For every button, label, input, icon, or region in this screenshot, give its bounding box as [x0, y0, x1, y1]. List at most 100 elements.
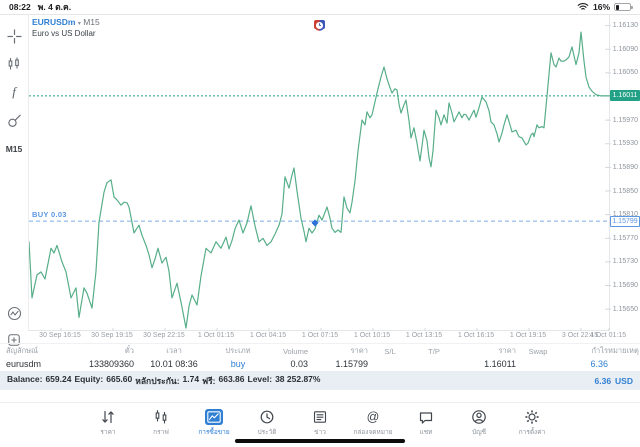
time-axis-label: 1 Oct 04:15 [249, 332, 287, 339]
time-axis-label: 4 Oct 01:15 [589, 332, 627, 339]
add-window-icon[interactable] [0, 329, 28, 351]
price-axis-label: 1.15810 [612, 211, 638, 219]
nav-label-mailbox2: กล่องจดหมาย [353, 429, 393, 436]
price-axis-label: 1.15770 [612, 234, 638, 242]
nav-label-quotes: ราคา [100, 429, 116, 436]
buy-entry-marker[interactable] [311, 219, 319, 227]
margin-level-value: 38 252.87% [275, 373, 321, 384]
price-axis-label: 1.16090 [612, 45, 638, 53]
nav-item-history[interactable]: ประวัติ [245, 408, 289, 437]
col-profit: กำไร [591, 346, 608, 355]
time-axis-label: 1 Oct 19:15 [509, 332, 547, 339]
candlestick-style-icon[interactable] [0, 53, 28, 75]
price-axis-label: 1.15970 [612, 116, 638, 124]
chart-symbol[interactable]: EURUSDm [32, 17, 76, 27]
price-chart-svg[interactable]: BUY 0.03 [29, 15, 611, 331]
crosshair-icon[interactable] [0, 25, 28, 47]
home-indicator[interactable] [235, 438, 405, 443]
price-axis-label: 1.15930 [612, 140, 638, 148]
status-date: พ. 4 ต.ค. [37, 2, 72, 12]
history-clock-icon [259, 408, 275, 425]
nav-label-trade: การซื้อขาย [198, 429, 230, 436]
position-ticket: 133809360 [88, 358, 134, 369]
nav-item-charts[interactable]: กราฟ [139, 408, 183, 437]
chart-timeframe: M15 [83, 17, 100, 27]
time-axis-label: 1 Oct 07:15 [301, 332, 339, 339]
position-price: 1.16011 [484, 358, 516, 369]
status-time: 08:22 [9, 2, 31, 12]
nav-label-accounts: บัญชี [471, 429, 487, 436]
indicators-icon[interactable]: f [12, 84, 16, 99]
battery-percent: 16% [592, 2, 610, 12]
price-axis-label: 1.16050 [612, 69, 638, 77]
chart-candles-icon [153, 408, 169, 425]
position-open-price: 1.15799 [335, 358, 368, 369]
nav-item-mailbox[interactable]: @ กล่องจดหมาย [351, 408, 395, 437]
time-axis-label: 1 Oct 01:15 [197, 332, 235, 339]
chevron-down-icon: ▾ [77, 21, 81, 27]
margin-level-label: Level: [247, 373, 273, 384]
price-axis-label: 1.15730 [612, 258, 638, 266]
svg-text:@: @ [367, 410, 380, 424]
wifi-icon [577, 2, 589, 13]
chart-side-toolbar: f M15 [0, 15, 28, 346]
chat-bubble-icon [418, 408, 434, 425]
nav-label-mailbox: ข่าว [314, 429, 326, 436]
nav-item-chat[interactable]: แชท [404, 408, 448, 437]
nav-item-trade[interactable]: การซื้อขาย [192, 408, 236, 437]
position-symbol: eurusdm [6, 358, 42, 369]
objects-icon[interactable] [0, 109, 28, 131]
col-sl: S/L [384, 346, 396, 356]
nav-label-settings: การตั้งค่า [518, 429, 546, 436]
time-axis-label: 1 Oct 16:15 [457, 332, 495, 339]
nav-item-quotes[interactable]: ราคา [86, 408, 130, 437]
total-profit-currency: USD [615, 375, 633, 386]
price-axis-label: 1.15850 [612, 187, 638, 195]
price-axis-label: 1.16130 [612, 22, 638, 30]
chart-plot-area[interactable]: EURUSDm ▾ M15 Euro vs US Dollar [28, 15, 611, 331]
time-axis-label: 3 Oct 22:15 [561, 332, 599, 339]
price-line-series [29, 31, 611, 329]
buy-position-label: BUY 0.03 [32, 210, 67, 219]
nav-label-charts: กราฟ [153, 429, 169, 436]
price-axis-label: 1.15650 [612, 305, 638, 313]
col-ticket: ตั๋ว [124, 346, 134, 355]
equity-value: 665.60 [106, 373, 133, 384]
col-open-price: ราคา [350, 346, 368, 355]
nav-item-accounts[interactable]: บัญชี [457, 408, 501, 437]
position-row[interactable]: eurusdm 133809360 10.01 08:36 buy 0.03 1… [0, 356, 640, 371]
time-axis-label: 1 Oct 10:15 [353, 332, 391, 339]
nav-item-settings[interactable]: การตั้งค่า [510, 408, 554, 437]
buy-price-box: 1.15799 [610, 215, 640, 227]
col-type: ประเภท [225, 346, 251, 355]
price-axis-label: 1.15890 [612, 163, 638, 171]
calendar-event-markers [314, 20, 342, 31]
col-swap: Swap [528, 346, 548, 356]
time-axis-label: 1 Oct 13:15 [405, 332, 443, 339]
nav-label-chat: แชท [419, 429, 433, 436]
position-profit: 6.36 [590, 358, 608, 369]
col-time: เวลา [166, 346, 182, 355]
account-summary-bar: Balance: 659.24 Equity: 665.60 หลักประกั… [0, 371, 640, 390]
col-symbol: สัญลักษณ์ [6, 346, 39, 355]
time-axis: 30 Sep 16:15 30 Sep 19:15 30 Sep 22:15 1 Oc… [0, 330, 640, 343]
account-person-icon [471, 408, 487, 425]
bottom-nav: ราคา กราฟ [0, 402, 640, 447]
chart-mode-icon[interactable] [0, 302, 28, 324]
chart-description: Euro vs US Dollar [32, 29, 96, 38]
news-icon [312, 408, 328, 425]
battery-icon [614, 3, 633, 11]
quotes-arrows-icon [100, 408, 116, 425]
chart-header[interactable]: EURUSDm ▾ M15 Euro vs US Dollar [32, 17, 100, 39]
free-margin-label: ฟรี: [202, 375, 216, 386]
col-price: ราคา [498, 346, 516, 355]
nav-label-history: ประวัติ [257, 429, 277, 436]
col-comment: หมายเหตุ [608, 346, 639, 355]
position-time: 10.01 08:36 [150, 358, 198, 369]
margin-label: หลักประกัน: [135, 375, 180, 386]
margin-value: 1.74 [182, 373, 200, 384]
nav-item-news[interactable]: ข่าว [298, 408, 342, 437]
free-margin-value: 663.86 [218, 373, 245, 384]
timeframe-button[interactable]: M15 [5, 144, 23, 154]
